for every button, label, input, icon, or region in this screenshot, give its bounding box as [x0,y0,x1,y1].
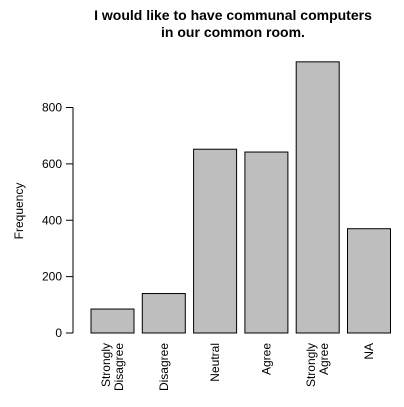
x-tick-label-line: NA [362,343,376,360]
x-tick-label: Neutral [208,343,222,382]
y-tick-label: 600 [42,157,62,171]
x-tick-label-line: Disagree [112,343,126,391]
x-tick-label: NA [362,343,376,360]
x-tick-label-line: Disagree [157,343,171,391]
x-tick-label-line: Strongly [304,343,318,387]
y-tick-label: 800 [42,101,62,115]
x-tick-label: Agree [259,343,273,375]
y-tick-label: 400 [42,213,62,227]
bar [244,151,289,334]
x-axis-labels: Strongly Disagree Disagree Neutral Agree Stro… [99,343,376,391]
x-tick-label: Strongly Disagree [99,343,126,391]
x-tick-label-line: Agree [259,343,273,375]
x-tick-label-line: Strongly [99,343,113,387]
x-tick-label-line: Agree [317,343,331,375]
x-tick-label: Disagree [157,343,171,391]
y-axis-label: Frequency [12,183,26,240]
y-tick-label: 200 [42,270,62,284]
chart-title: I would like to have communal computersi… [94,7,372,40]
x-tick-label: Strongly Agree [304,343,331,387]
x-tick-label-line: Neutral [208,343,222,382]
bar [295,61,340,334]
y-axis: 0 200 400 600 800 [42,101,74,340]
bar [193,148,238,334]
chart-title-line: I would like to have communal computers [94,7,372,23]
bar [90,308,135,334]
chart-title-line: in our common room. [161,24,305,40]
y-tick-label: 0 [55,326,62,340]
bars [90,61,391,334]
bar [347,228,391,334]
bar [141,293,186,334]
